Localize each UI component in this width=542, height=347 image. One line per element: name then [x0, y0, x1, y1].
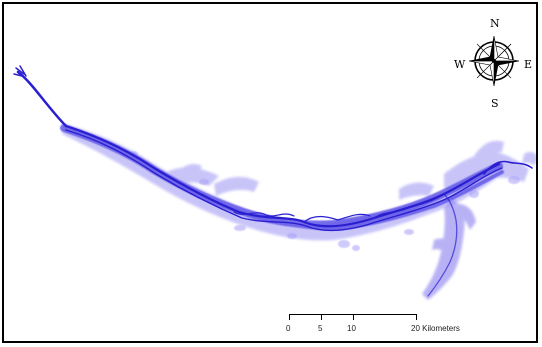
scale-label-5: 5 — [318, 324, 323, 333]
flood-patches — [130, 151, 520, 251]
scale-bar: 0 5 10 20 Kilometers — [276, 310, 506, 340]
compass-north-label: N — [490, 17, 500, 30]
scale-label-10: 10 — [347, 324, 356, 333]
channel-band — [60, 124, 504, 231]
compass-south-label: S — [491, 97, 499, 110]
north-arrow: N S W E — [454, 18, 534, 113]
river-channel — [13, 65, 533, 297]
map-frame: N S W E — [2, 2, 538, 343]
river-map — [13, 65, 536, 300]
compass-west-label: W — [454, 58, 466, 71]
scale-tick-5 — [321, 314, 322, 320]
scale-label-0: 0 — [286, 324, 291, 333]
scale-tick-20 — [416, 314, 417, 320]
compass-rose-icon — [468, 35, 520, 87]
tributary-floodplain — [422, 199, 476, 300]
scale-label-20-kilometers: 20 Kilometers — [411, 324, 460, 333]
scale-tick-10 — [353, 314, 354, 320]
scale-tick-0 — [289, 314, 290, 320]
compass-east-label: E — [524, 58, 533, 71]
